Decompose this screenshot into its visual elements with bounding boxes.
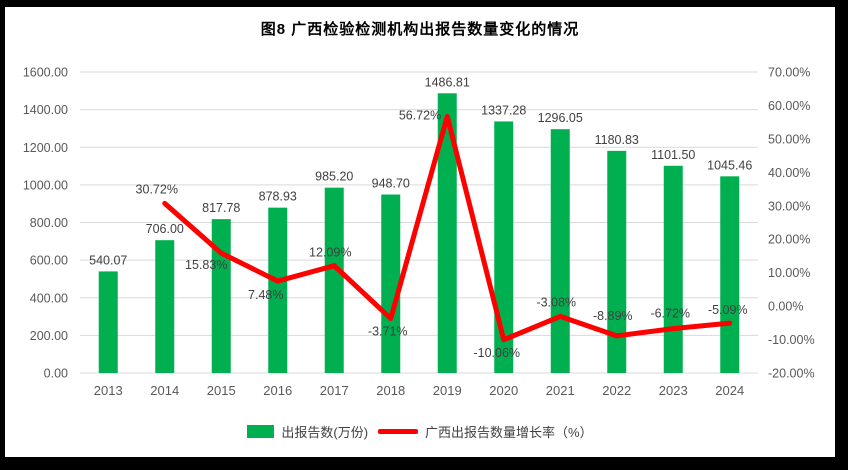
bar-label: 948.70 — [372, 177, 410, 191]
x-axis-label: 2014 — [150, 383, 179, 398]
bar-label: 1486.81 — [425, 75, 470, 89]
bar-2017 — [324, 187, 344, 373]
right-axis-tick: 40.00% — [768, 166, 810, 180]
bar-2020 — [494, 121, 514, 374]
left-axis-tick: 600.00 — [30, 254, 68, 268]
bar-label: 1180.83 — [595, 133, 639, 147]
right-axis-tick: -10.00% — [768, 333, 815, 347]
line-label: -5.09% — [708, 303, 748, 317]
right-axis-tick: 70.00% — [768, 66, 810, 80]
line-label: -8.89% — [593, 309, 633, 323]
line-label: -10.06% — [473, 346, 520, 360]
chart-canvas: 图8 广西检验检测机构出报告数量变化的情况 0.00 200.00 400.00 60… — [5, 7, 835, 457]
bar-2024 — [720, 176, 740, 373]
right-axis-tick: 20.00% — [768, 233, 810, 247]
bar-label: 1101.50 — [651, 148, 695, 162]
line-series-swatch-icon — [378, 429, 419, 434]
left-axis-tick: 1200.00 — [23, 141, 68, 155]
bar-2016 — [268, 207, 288, 373]
bar-series-swatch-icon — [247, 425, 275, 438]
bar-2019 — [437, 93, 457, 373]
line-label: -3.08% — [536, 295, 576, 309]
x-axis-label: 2018 — [376, 383, 405, 398]
line-label: 56.72% — [399, 108, 441, 122]
x-axis-label: 2023 — [659, 383, 688, 398]
x-axis-label: 2017 — [320, 383, 349, 398]
line-label: -6.72% — [650, 307, 690, 321]
x-axis-label: 2024 — [715, 383, 744, 398]
bar-2021 — [550, 129, 570, 373]
line-label: 30.72% — [136, 182, 178, 196]
line-label: -3.71% — [368, 325, 408, 339]
bar-2022 — [607, 150, 627, 373]
bar-2023 — [663, 165, 683, 373]
legend-bar-label: 出报告数(万份) — [281, 425, 369, 440]
bar-label: 985.20 — [315, 170, 353, 184]
x-axis-label: 2020 — [489, 383, 518, 398]
legend-line-label: 广西出报告数量增长率（%） — [425, 425, 593, 440]
bar-2014 — [155, 240, 175, 373]
right-axis-tick: 30.00% — [768, 199, 810, 213]
growth-rate-line — [162, 113, 733, 343]
x-axis-label: 2022 — [602, 383, 631, 398]
right-axis-tick: 10.00% — [768, 266, 810, 280]
x-axis-label: 2021 — [546, 383, 575, 398]
bar-2018 — [381, 194, 401, 373]
right-axis-tick: 60.00% — [768, 99, 810, 113]
x-axis-label: 2015 — [207, 383, 236, 398]
chart-title: 图8 广西检验检测机构出报告数量变化的情况 — [260, 21, 580, 38]
line-label: 7.48% — [248, 288, 283, 302]
x-axis-label: 2016 — [263, 383, 292, 398]
legend: 出报告数(万份) 广西出报告数量增长率（%） — [5, 422, 835, 441]
x-axis-label: 2013 — [94, 383, 123, 398]
bar-label: 1337.28 — [481, 103, 526, 117]
right-axis-tick: 50.00% — [768, 132, 810, 146]
bar-label: 817.78 — [202, 201, 240, 215]
left-axis-tick: 200.00 — [30, 329, 68, 343]
bar-2015 — [211, 219, 231, 373]
x-axis-label: 2019 — [433, 383, 462, 398]
right-axis-tick: 0.00% — [768, 300, 803, 314]
bar-2013 — [98, 271, 118, 373]
bar-label: 540.07 — [89, 253, 127, 267]
bar-label: 1296.05 — [538, 111, 583, 125]
left-axis-tick: 1400.00 — [23, 103, 68, 117]
bar-label: 878.93 — [259, 190, 297, 204]
right-axis-tick: -20.00% — [768, 367, 815, 381]
left-axis-tick: 1600.00 — [23, 66, 68, 80]
left-axis-tick: 1000.00 — [23, 178, 68, 192]
chart-plot-area: 0.00 200.00 400.00 600.00 800.00 1000.00 1200.… — [23, 66, 815, 399]
line-label: 15.83% — [185, 258, 227, 272]
line-label: 12.09% — [309, 246, 351, 260]
bar-label: 706.00 — [146, 222, 184, 236]
bar-label: 1045.46 — [707, 158, 752, 172]
left-axis-tick: 0.00 — [44, 367, 68, 381]
left-axis-tick: 400.00 — [30, 291, 68, 305]
left-axis-tick: 800.00 — [30, 216, 68, 230]
